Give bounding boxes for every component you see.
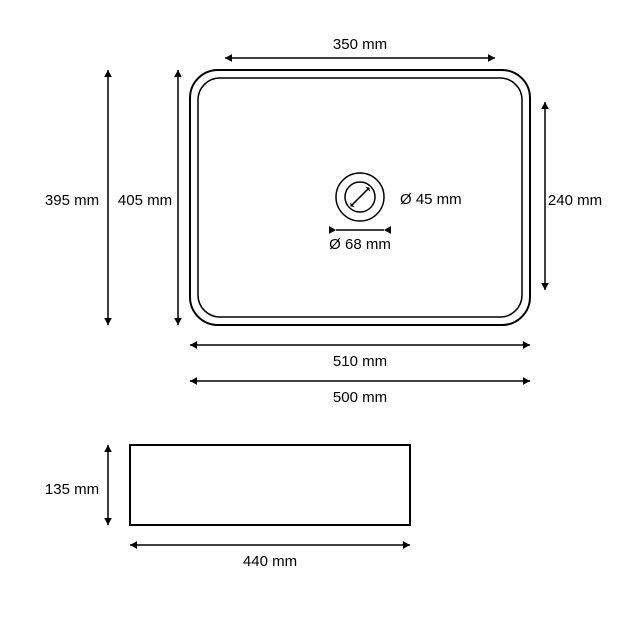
label-500: 500 mm	[333, 389, 387, 406]
label-350: 350 mm	[333, 36, 387, 53]
label-510: 510 mm	[333, 353, 387, 370]
side-profile	[130, 445, 410, 525]
dimension-drawing: 350 mm 395 mm 405 mm 240 mm Ø 45 mm Ø 68 mm 51…	[0, 0, 620, 620]
label-d68: Ø 68 mm	[329, 236, 391, 253]
label-d45: Ø 45 mm	[400, 191, 462, 208]
label-240: 240 mm	[548, 192, 602, 209]
label-135: 135 mm	[45, 481, 99, 498]
label-440: 440 mm	[243, 553, 297, 570]
label-405: 405 mm	[118, 192, 172, 209]
label-395: 395 mm	[45, 192, 99, 209]
